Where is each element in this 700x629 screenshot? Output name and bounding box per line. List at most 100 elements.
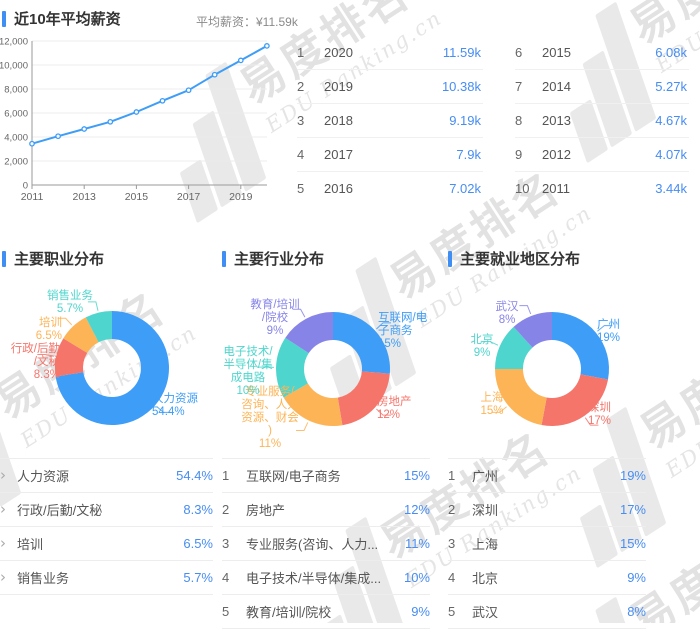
salary-trend-title: 近10年平均薪资 [2, 8, 121, 29]
title-accent-bar [2, 11, 6, 27]
line-point-2019[interactable] [239, 58, 243, 62]
x-axis-tick-label: 2013 [73, 191, 97, 203]
list-item-value: 9% [405, 604, 430, 619]
list-item-label: 深圳 [472, 500, 498, 519]
list-item-label: 行政/后勤/文秘 [17, 500, 102, 519]
chevron-right-icon[interactable]: › [0, 536, 17, 551]
list-item-value: 12% [398, 502, 430, 517]
list-item-value: 6.5% [177, 536, 213, 551]
x-axis-tick-label: 2011 [21, 191, 44, 203]
row-salary-value: 11.59k [443, 45, 483, 60]
chevron-right-icon[interactable]: › [0, 502, 17, 517]
list-item-label: 电子技术/半导体/集成... [246, 568, 381, 587]
row-salary-value: 6.08k [655, 45, 689, 60]
label-callout-line [519, 306, 530, 314]
row-salary-value: 7.9k [456, 147, 483, 162]
x-axis-tick-label: 2017 [177, 191, 201, 203]
chevron-right-icon[interactable]: › [0, 570, 17, 585]
list-item-value: 19% [614, 468, 646, 483]
y-axis-tick-label: 0 [23, 181, 28, 192]
line-point-2016[interactable] [160, 99, 164, 103]
row-salary-value: 4.07k [655, 147, 689, 162]
row-year: 2014 [542, 79, 571, 94]
list-item-value: 15% [614, 536, 646, 551]
y-axis-tick-label: 6,000 [4, 109, 28, 120]
list-item-rank: 4 [222, 570, 246, 585]
row-rank: 6 [515, 45, 542, 60]
row-rank: 5 [297, 181, 324, 196]
row-year: 2017 [324, 147, 353, 162]
line-point-2015[interactable] [134, 110, 138, 114]
chevron-right-icon[interactable]: › [0, 468, 17, 483]
row-salary-value: 4.67k [655, 113, 689, 128]
row-salary-value: 3.44k [655, 181, 689, 196]
row-salary-value: 10.38k [442, 79, 483, 94]
list-item-label: 北京 [472, 568, 498, 587]
list-item-value: 17% [614, 502, 646, 517]
list-item[interactable]: ›行政/后勤/文秘 8.3% [0, 493, 213, 527]
list-item-value: 8% [621, 604, 646, 619]
list-item-label: 上海 [472, 534, 498, 553]
row-salary-value: 9.19k [449, 113, 483, 128]
row-year: 2018 [324, 113, 353, 128]
list-item-rank: 5 [222, 604, 246, 619]
row-rank: 7 [515, 79, 542, 94]
line-point-2017[interactable] [186, 88, 190, 92]
list-item-value: 15% [398, 468, 430, 483]
line-point-2018[interactable] [213, 73, 217, 77]
list-item-rank: 5 [448, 604, 472, 619]
line-point-2013[interactable] [82, 127, 86, 131]
row-year: 2015 [542, 45, 571, 60]
line-point-2014[interactable] [108, 120, 112, 124]
list-item-rank: 3 [448, 536, 472, 551]
list-item-value: 54.4% [170, 468, 213, 483]
list-item-label: 互联网/电子商务 [246, 466, 341, 485]
list-item-rank: 2 [448, 502, 472, 517]
line-point-2020[interactable] [265, 44, 269, 48]
x-axis-tick-label: 2015 [125, 191, 149, 203]
list-item-label: 房地产 [246, 500, 285, 519]
row-year: 2016 [324, 181, 353, 196]
list-item-value: 9% [621, 570, 646, 585]
y-axis-tick-label: 10,000 [0, 61, 28, 72]
list-item-value: 11% [399, 536, 430, 551]
line-point-2012[interactable] [56, 134, 60, 138]
list-item-value: 8.3% [177, 502, 213, 517]
y-axis-tick-label: 2,000 [4, 157, 28, 168]
list-item-rank: 3 [222, 536, 246, 551]
list-item-rank: 4 [448, 570, 472, 585]
line-point-2011[interactable] [30, 142, 34, 146]
list-item-rank: 1 [222, 468, 246, 483]
list-item-rank: 2 [222, 502, 246, 517]
